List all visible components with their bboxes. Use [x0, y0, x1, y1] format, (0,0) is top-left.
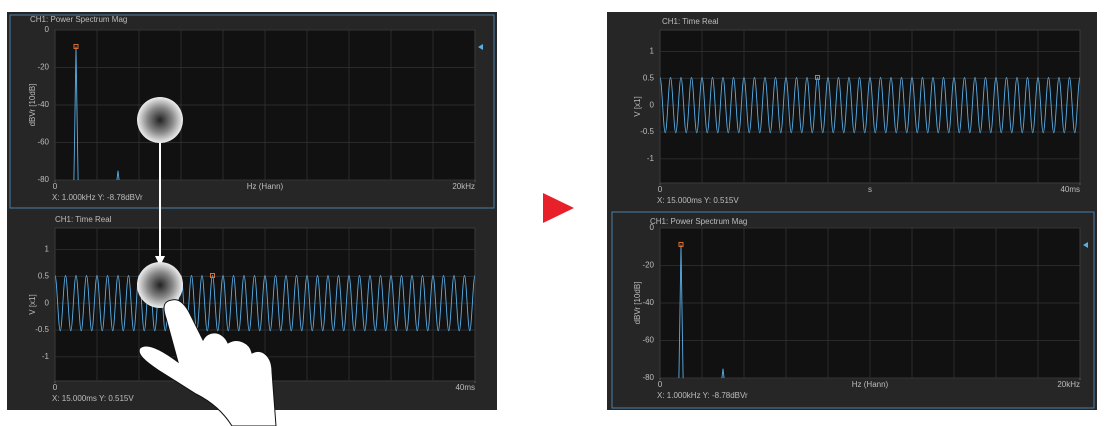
- y-tick-label: 1: [650, 47, 655, 56]
- y-tick-label: 0.5: [38, 271, 50, 280]
- chart-title: CH1: Time Real: [662, 17, 719, 26]
- y-tick-label: 0.5: [643, 73, 655, 82]
- y-tick-label: 0: [650, 100, 655, 109]
- y-tick-label: -20: [642, 261, 654, 270]
- y-tick-label: -80: [37, 175, 49, 184]
- touch-start: [137, 97, 183, 143]
- y-tick-label: -40: [37, 100, 49, 109]
- y-tick-label: -20: [37, 63, 49, 72]
- y-tick-label: -0.5: [640, 127, 654, 136]
- chart-title: CH1: Time Real: [55, 215, 112, 224]
- y-tick-label: -1: [42, 352, 50, 361]
- y-tick-label: 0: [45, 25, 50, 34]
- y-tick-label: -1: [647, 154, 655, 163]
- chart-title: CH1: Power Spectrum Mag: [30, 15, 127, 24]
- y-axis-label: dBVr [10dB]: [633, 282, 642, 325]
- y-tick-label: 0: [45, 298, 50, 307]
- x-tick-label: 0: [658, 380, 663, 389]
- page: 0 -20 -40 -60 -80 0 20kHz CH1: Power Spectrum M…: [0, 0, 1104, 426]
- cursor-readout: X: 15.000ms Y: 0.515V: [657, 196, 739, 205]
- x-tick-label: 40ms: [455, 383, 475, 392]
- screenshot: 0 -20 -40 -60 -80 0 20kHz CH1: Power Spectrum M…: [0, 0, 1104, 426]
- cursor-readout: X: 15.000ms Y: 0.515V: [52, 394, 134, 403]
- y-axis-label: V [x1]: [633, 96, 642, 116]
- x-tick-label: 40ms: [1060, 185, 1080, 194]
- x-axis-label: s: [868, 185, 872, 194]
- x-tick-label: 20kHz: [1057, 380, 1080, 389]
- y-tick-label: -40: [642, 298, 654, 307]
- x-tick-label: 0: [53, 182, 58, 191]
- cursor-readout: X: 1.000kHz Y: -8.78dBVr: [52, 193, 143, 202]
- y-tick-label: -60: [37, 138, 49, 147]
- y-tick-label: -0.5: [35, 325, 49, 334]
- y-tick-label: 1: [45, 245, 50, 254]
- y-axis-label: dBVr [10dB]: [28, 84, 37, 127]
- x-tick-label: 0: [53, 383, 58, 392]
- x-tick-label: 20kHz: [452, 182, 475, 191]
- x-axis-label: Hz (Hann): [247, 182, 284, 191]
- y-axis-label: V [x1]: [28, 294, 37, 314]
- y-tick-label: -60: [642, 336, 654, 345]
- chart-title: CH1: Power Spectrum Mag: [650, 217, 747, 226]
- cursor-readout: X: 1.000kHz Y: -8.78dBVr: [657, 391, 748, 400]
- y-tick-label: -80: [642, 373, 654, 382]
- x-axis-label: Hz (Hann): [852, 380, 889, 389]
- x-tick-label: 0: [658, 185, 663, 194]
- transition-arrow: [543, 193, 574, 223]
